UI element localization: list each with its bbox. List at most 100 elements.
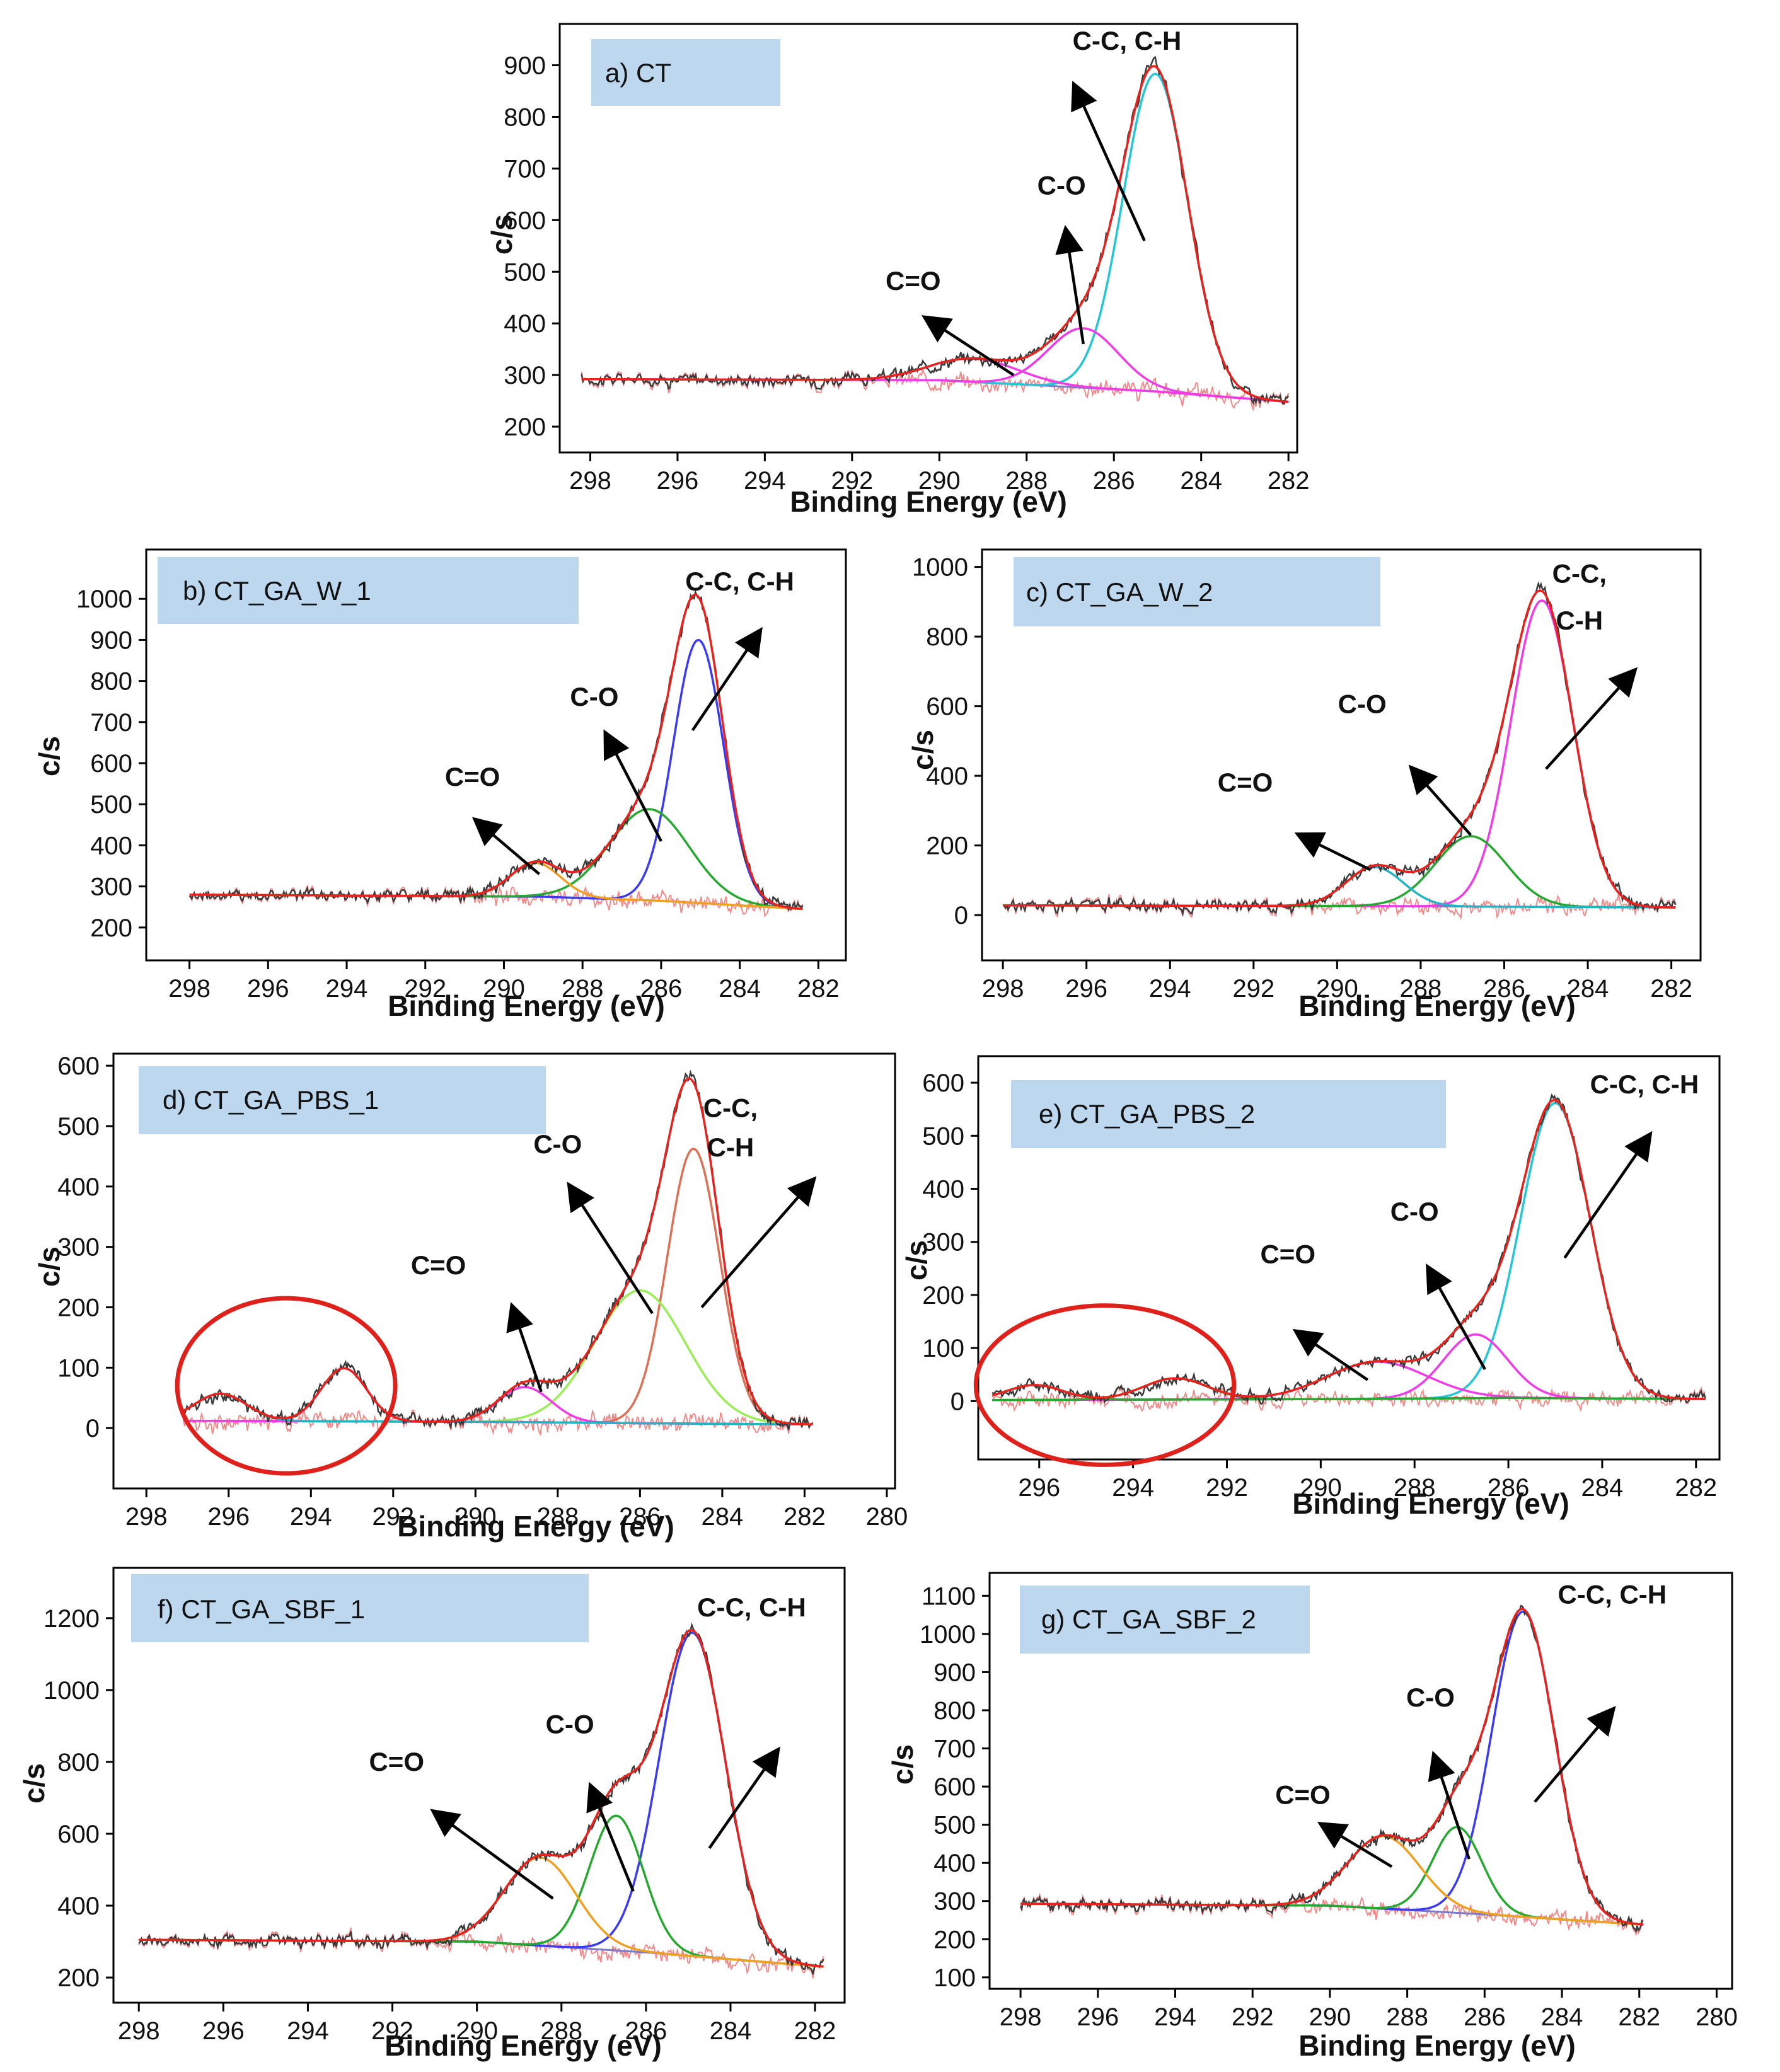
x-tick-label: 292 [372, 1503, 414, 1531]
y-tick-label: 300 [90, 873, 132, 901]
x-tick-label: 292 [1232, 2003, 1274, 2031]
x-tick-label: 288 [540, 2017, 582, 2045]
x-tick-label: 286 [640, 975, 683, 1003]
peak-annotation: C-C, C-H [697, 1592, 806, 1622]
y-tick-label: 500 [922, 1122, 964, 1150]
y-axis-label: c/s [906, 730, 939, 770]
residual-line [991, 1385, 1706, 1413]
peak-annotation: C=O [1260, 1239, 1315, 1269]
peak-annotation: C-C, C-H [1590, 1069, 1699, 1099]
envelope-fit-line [189, 593, 803, 911]
x-tick-label: 290 [918, 467, 961, 495]
x-tick-label: 288 [536, 1503, 579, 1531]
x-tick-label: 284 [719, 975, 761, 1003]
x-axis-label: Binding Energy (eV) [384, 2029, 662, 2062]
x-tick-label: 286 [1464, 2003, 1506, 2031]
x-tick-label: 284 [710, 2017, 752, 2045]
annotation-arrow [1055, 224, 1085, 345]
x-tick-label: 292 [1232, 975, 1274, 1003]
x-tick-label: 296 [657, 467, 699, 495]
y-tick-label: 400 [90, 832, 132, 860]
x-tick-label: 288 [1400, 975, 1442, 1003]
x-tick-label: 294 [1154, 2003, 1196, 2031]
component-peak-5 [183, 1393, 813, 1426]
x-axis-label: Binding Energy (eV) [790, 485, 1067, 518]
y-tick-label: 800 [90, 668, 132, 696]
x-tick-label: 280 [1696, 2003, 1738, 2031]
y-tick-label: 1200 [43, 1605, 100, 1633]
y-tick-label: 400 [922, 1176, 964, 1204]
envelope-fit-line [139, 1628, 824, 1968]
y-tick-label: 300 [57, 1234, 100, 1262]
peak-annotation: C-H [1556, 606, 1603, 635]
x-tick-label: 298 [569, 467, 611, 495]
residual-line [182, 1409, 814, 1437]
envelope-fit-line [1020, 1608, 1644, 1926]
x-tick-label: 280 [866, 1503, 908, 1531]
highlight-ellipse [175, 1296, 398, 1476]
x-tick-label: 292 [831, 467, 873, 495]
y-tick-label: 1000 [912, 554, 968, 582]
x-tick-label: 284 [1180, 467, 1222, 495]
x-tick-label: 296 [1065, 975, 1107, 1003]
y-tick-label: 200 [922, 1282, 964, 1309]
peak-annotation: C=O [886, 266, 941, 296]
y-tick-label: 600 [57, 1052, 100, 1080]
panel-label-box [1011, 1080, 1446, 1148]
y-tick-label: 1100 [922, 1582, 976, 1610]
y-tick-label: 0 [951, 1388, 964, 1415]
chart-marks: 298 296 294 292 290 288 286 284 282 200 300 400 500 6… [504, 26, 1309, 495]
panel-label-box [139, 1066, 546, 1134]
peak-annotation: C-C, C-H [685, 567, 794, 596]
y-axis-label: c/s [485, 214, 518, 255]
y-tick-label: 600 [90, 750, 132, 778]
x-tick-label: 290 [456, 2017, 498, 2045]
y-tick-label: 600 [504, 207, 546, 234]
y-tick-label: 300 [922, 1229, 964, 1257]
x-tick-label: 286 [1093, 467, 1135, 495]
y-tick-label: 200 [57, 1964, 100, 1992]
y-tick-label: 0 [86, 1415, 100, 1442]
x-tick-label: 298 [982, 975, 1024, 1003]
chart-marks: 298 296 294 292 290 288 286 284 282 200 400 600 800 1… [43, 1592, 836, 2045]
peak-annotation: C-H [707, 1132, 754, 1162]
x-tick-label: 282 [1675, 1474, 1717, 1502]
annotation-arrow [1408, 764, 1472, 836]
annotation-arrow [1292, 1328, 1369, 1381]
annotation-arrow [1317, 1821, 1393, 1868]
peak-annotation: C=O [1218, 768, 1273, 797]
panel-f-ct-ga-sbf-1: 298 296 294 292 290 288 286 284 282 200 400 600 800 1… [18, 1567, 846, 2062]
panel-label: a) CT [605, 58, 671, 88]
annotation-arrow [1294, 832, 1372, 872]
x-tick-label: 292 [1206, 1474, 1248, 1502]
y-tick-label: 500 [933, 1812, 976, 1839]
annotation-arrow [471, 817, 541, 875]
envelope-fit-line [581, 65, 1289, 403]
peak-annotation: C=O [411, 1250, 466, 1280]
y-tick-label: 100 [933, 1964, 976, 1992]
x-tick-label: 290 [1309, 2003, 1351, 2031]
y-tick-label: 200 [90, 914, 132, 942]
annotation-arrow [708, 1746, 780, 1850]
x-tick-label: 286 [1483, 975, 1525, 1003]
peak-annotation: C-O [546, 1709, 594, 1739]
x-tick-label: 288 [1005, 467, 1048, 495]
panel-label: c) CT_GA_W_2 [1026, 577, 1213, 607]
peak-annotation: C-O [1390, 1197, 1439, 1226]
y-tick-label: 900 [933, 1659, 976, 1686]
highlight-ellipse [973, 1303, 1237, 1467]
peak-annotation: C=O [445, 762, 500, 791]
chart-marks: 298 296 294 292 290 288 286 284 282 280 0 100 200 300… [57, 1052, 908, 1531]
panel-b-ct-ga-w-1: 298 296 294 292 290 288 286 284 282 200 300 400 500 6… [33, 548, 847, 1022]
x-tick-label: 286 [1488, 1474, 1530, 1502]
panel-label: d) CT_GA_PBS_1 [163, 1085, 379, 1115]
y-tick-label: 400 [57, 1892, 100, 1920]
peak-annotation: C-C, C-H [1558, 1579, 1667, 1609]
y-tick-label: 900 [504, 52, 546, 80]
y-tick-label: 1000 [76, 585, 132, 613]
y-tick-label: 1000 [920, 1621, 976, 1649]
x-axis-label: Binding Energy (eV) [1292, 1487, 1569, 1520]
peak-annotation: C-C, [703, 1093, 758, 1123]
y-tick-label: 800 [504, 103, 546, 131]
y-tick-label: 600 [933, 1773, 976, 1801]
